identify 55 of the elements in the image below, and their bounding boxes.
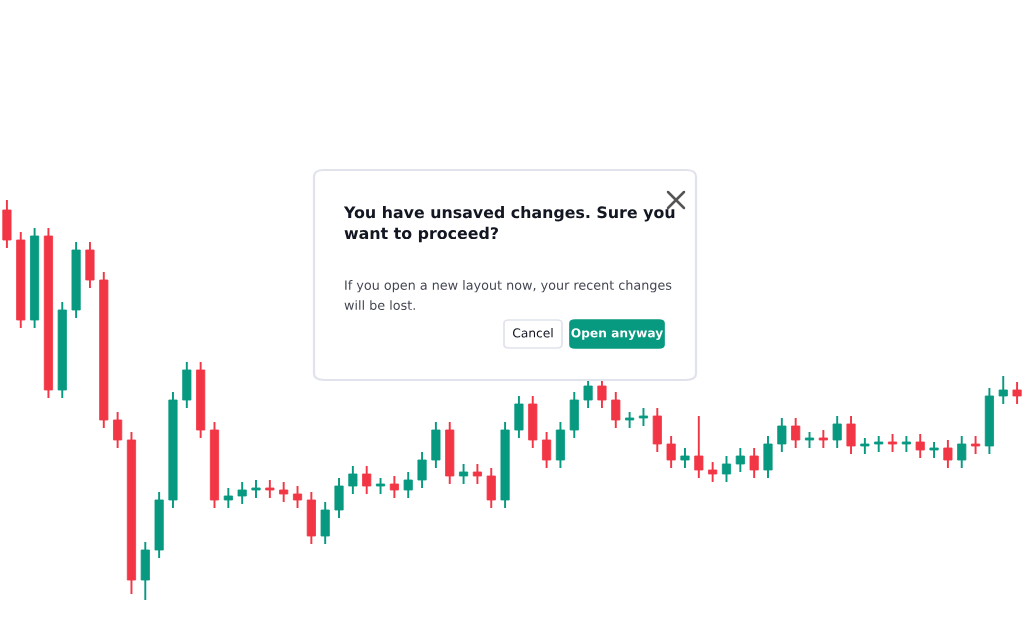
candlestick <box>666 435 676 469</box>
candlestick <box>763 435 773 479</box>
candlestick <box>528 395 538 449</box>
candlestick <box>998 375 1008 405</box>
candlestick <box>846 415 856 455</box>
candlestick <box>569 391 579 439</box>
candlestick <box>459 463 469 485</box>
candlestick <box>818 429 828 449</box>
candlestick <box>292 485 303 509</box>
candlestick <box>334 477 344 519</box>
candlestick <box>625 411 635 429</box>
candlestick <box>597 377 607 409</box>
candlestick <box>154 491 164 559</box>
candlestick <box>680 447 690 469</box>
candlestick <box>929 441 939 459</box>
candlestick <box>887 433 898 453</box>
candlestick <box>583 377 593 409</box>
candlestick <box>140 541 150 601</box>
candlestick <box>638 407 649 427</box>
candlestick <box>265 479 275 499</box>
candlestick <box>362 465 372 495</box>
candlestick <box>694 415 704 479</box>
candlestick <box>251 479 261 499</box>
candlestick <box>777 417 787 453</box>
candlestick <box>320 501 330 545</box>
candlestick <box>403 471 413 499</box>
candlestick <box>223 487 233 509</box>
candlestick <box>915 433 925 459</box>
candlestick <box>860 437 870 455</box>
candlestick <box>431 421 441 469</box>
candlestick <box>971 435 981 455</box>
candlestick <box>957 435 967 469</box>
candlestick <box>832 415 842 449</box>
candlestick <box>611 391 621 429</box>
candlestick <box>417 451 427 489</box>
candlestick <box>348 465 358 495</box>
candlestick <box>874 435 884 453</box>
candlestick <box>486 467 496 509</box>
candlestick <box>901 435 911 453</box>
candlestick <box>943 439 953 469</box>
candlestick <box>85 241 95 289</box>
candlestick <box>237 481 247 505</box>
candlestick <box>514 395 524 439</box>
candlestick <box>1012 381 1022 405</box>
candlestick <box>749 447 759 479</box>
candlestick <box>652 407 662 453</box>
candlestick <box>279 481 289 503</box>
candlestick <box>389 475 399 499</box>
candlestick <box>182 361 192 409</box>
candlestick <box>721 455 732 483</box>
candlestick <box>708 461 718 483</box>
candlestick <box>472 463 482 485</box>
candlestick <box>445 421 455 485</box>
candlestick <box>2 199 12 249</box>
candlestick <box>375 477 386 495</box>
